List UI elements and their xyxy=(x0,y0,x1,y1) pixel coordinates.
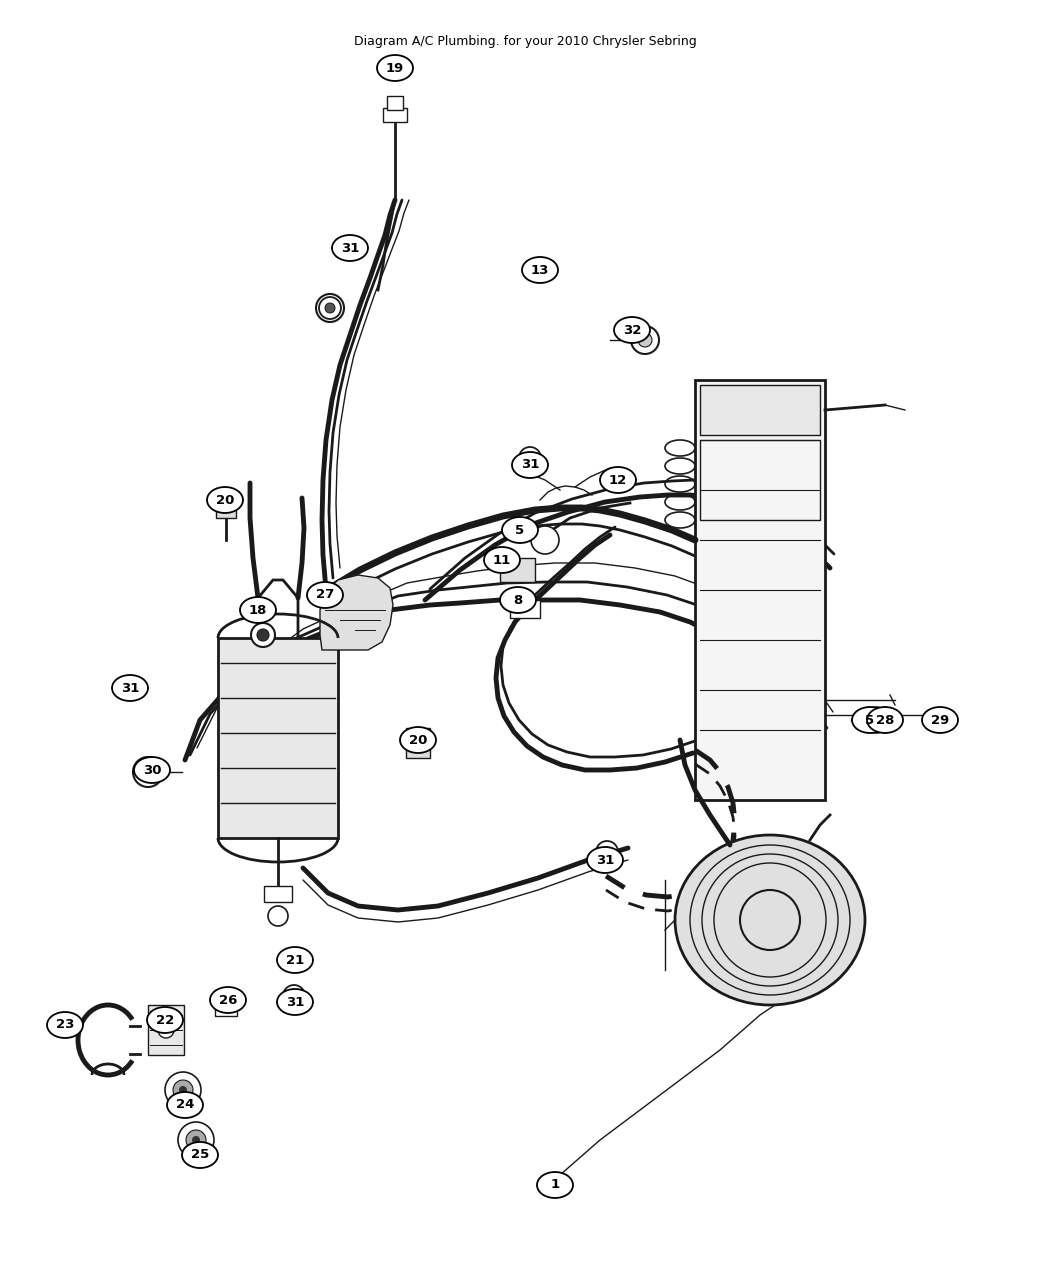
Ellipse shape xyxy=(377,55,413,82)
Ellipse shape xyxy=(400,727,436,754)
Ellipse shape xyxy=(207,487,243,513)
Ellipse shape xyxy=(512,453,548,478)
Text: 1: 1 xyxy=(550,1178,560,1192)
Text: 20: 20 xyxy=(408,733,427,746)
Ellipse shape xyxy=(522,258,558,283)
Ellipse shape xyxy=(614,317,650,343)
Ellipse shape xyxy=(47,1012,83,1038)
Circle shape xyxy=(519,448,541,469)
Bar xyxy=(700,385,820,435)
Ellipse shape xyxy=(277,989,313,1015)
Bar xyxy=(215,989,237,1016)
Circle shape xyxy=(863,708,889,733)
Circle shape xyxy=(531,527,559,555)
Text: 27: 27 xyxy=(316,589,334,602)
Bar xyxy=(148,1005,184,1054)
Text: 18: 18 xyxy=(249,603,267,617)
Bar xyxy=(387,96,403,110)
Text: 22: 22 xyxy=(155,1014,174,1026)
Text: 28: 28 xyxy=(876,714,895,727)
Text: 5: 5 xyxy=(516,524,525,537)
Text: 31: 31 xyxy=(121,682,140,695)
Bar xyxy=(218,638,338,838)
Circle shape xyxy=(257,629,269,641)
Ellipse shape xyxy=(484,547,520,572)
Ellipse shape xyxy=(277,947,313,973)
Circle shape xyxy=(178,1122,214,1158)
Bar xyxy=(406,728,430,759)
Text: 31: 31 xyxy=(521,459,540,472)
Bar xyxy=(695,380,825,799)
Text: 24: 24 xyxy=(175,1099,194,1112)
Circle shape xyxy=(141,765,155,779)
Ellipse shape xyxy=(587,847,623,873)
Circle shape xyxy=(158,1023,174,1038)
Text: 20: 20 xyxy=(216,493,234,506)
Text: 30: 30 xyxy=(143,764,162,776)
Circle shape xyxy=(638,333,652,347)
Ellipse shape xyxy=(500,586,536,613)
Text: Diagram A/C Plumbing. for your 2010 Chrysler Sebring: Diagram A/C Plumbing. for your 2010 Chry… xyxy=(354,34,696,48)
Text: 26: 26 xyxy=(218,993,237,1006)
Text: 25: 25 xyxy=(191,1149,209,1162)
Circle shape xyxy=(125,683,135,694)
Text: 21: 21 xyxy=(286,954,304,966)
Bar xyxy=(216,490,236,518)
Ellipse shape xyxy=(147,1007,183,1033)
Circle shape xyxy=(173,1080,193,1100)
Circle shape xyxy=(602,847,612,857)
Text: 5: 5 xyxy=(865,714,875,727)
Text: 32: 32 xyxy=(623,324,642,337)
Text: 31: 31 xyxy=(286,996,304,1009)
Circle shape xyxy=(326,303,335,312)
Text: 19: 19 xyxy=(386,61,404,74)
Ellipse shape xyxy=(167,1091,203,1118)
Ellipse shape xyxy=(210,987,246,1014)
Circle shape xyxy=(319,297,341,319)
Ellipse shape xyxy=(852,708,888,733)
Circle shape xyxy=(316,295,344,323)
Ellipse shape xyxy=(922,708,958,733)
Circle shape xyxy=(192,1136,200,1144)
Ellipse shape xyxy=(182,1142,218,1168)
Text: 31: 31 xyxy=(341,241,359,255)
Text: 29: 29 xyxy=(931,714,949,727)
Text: 23: 23 xyxy=(56,1019,75,1031)
Ellipse shape xyxy=(502,516,538,543)
Ellipse shape xyxy=(332,235,368,261)
Bar xyxy=(700,440,820,520)
Ellipse shape xyxy=(537,1172,573,1198)
Circle shape xyxy=(323,301,337,315)
Ellipse shape xyxy=(134,757,170,783)
Bar xyxy=(264,886,292,901)
Bar xyxy=(383,108,407,122)
Ellipse shape xyxy=(675,835,865,1005)
Ellipse shape xyxy=(600,467,636,493)
Ellipse shape xyxy=(867,708,903,733)
Text: 31: 31 xyxy=(595,853,614,867)
Ellipse shape xyxy=(240,597,276,623)
Polygon shape xyxy=(320,575,393,650)
Circle shape xyxy=(289,991,299,1001)
Circle shape xyxy=(119,677,141,699)
Text: 13: 13 xyxy=(531,264,549,277)
Text: 8: 8 xyxy=(513,593,523,607)
Bar xyxy=(510,601,540,618)
Circle shape xyxy=(251,623,275,646)
Circle shape xyxy=(178,1086,187,1094)
Ellipse shape xyxy=(307,581,343,608)
Text: 11: 11 xyxy=(492,553,511,566)
Circle shape xyxy=(596,842,618,863)
Circle shape xyxy=(186,1130,206,1150)
Circle shape xyxy=(525,453,536,463)
Circle shape xyxy=(220,998,231,1009)
Circle shape xyxy=(284,986,304,1007)
Text: 12: 12 xyxy=(609,473,627,487)
Circle shape xyxy=(268,907,288,926)
Circle shape xyxy=(631,326,659,354)
Circle shape xyxy=(165,1072,201,1108)
Bar xyxy=(500,558,536,581)
Circle shape xyxy=(133,757,163,787)
Ellipse shape xyxy=(112,674,148,701)
